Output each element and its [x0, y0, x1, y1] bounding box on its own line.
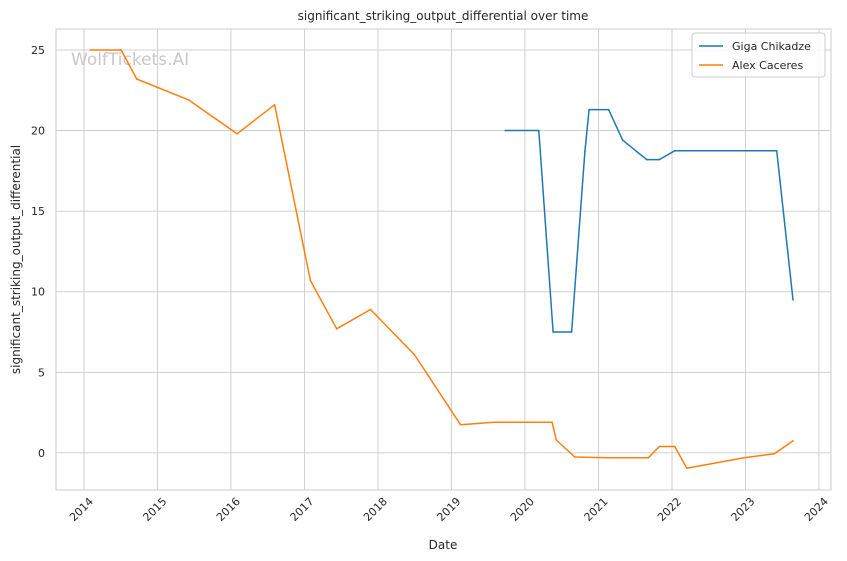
data-point-giga-chikadze [645, 158, 648, 161]
data-point-giga-chikadze [621, 139, 624, 142]
data-point-alex-caceres [120, 49, 123, 51]
data-point-giga-chikadze [504, 129, 506, 132]
data-point-alex-caceres [743, 456, 745, 459]
series-line-giga-chikadze [505, 108, 794, 333]
legend: Giga Chikadze Alex Caceres [691, 32, 826, 78]
data-point-giga-chikadze [584, 150, 586, 153]
x-tick-label: 2016 [214, 495, 243, 524]
data-point-alex-caceres [647, 456, 650, 459]
x-tick-label: 2021 [582, 495, 611, 524]
y-tick-label: 5 [38, 366, 45, 379]
data-point-alex-caceres [273, 103, 276, 106]
data-point-alex-caceres [773, 452, 776, 455]
data-point-giga-chikadze [607, 108, 610, 111]
legend-frame [691, 32, 826, 78]
data-point-alex-caceres [555, 439, 558, 441]
data-point-alex-caceres [187, 99, 190, 101]
data-point-giga-chikadze [674, 149, 676, 152]
y-tick-labels: 0 5 10 15 20 25 [31, 44, 45, 460]
y-tick-label: 20 [31, 125, 45, 138]
data-point-giga-chikadze [588, 108, 590, 111]
data-point-alex-caceres [236, 132, 238, 135]
x-tick-label: 2018 [361, 495, 390, 524]
data-point-giga-chikadze [537, 129, 540, 132]
data-point-alex-caceres [493, 421, 495, 424]
data-point-alex-caceres [135, 78, 138, 80]
data-point-giga-chikadze [570, 331, 573, 333]
x-tick-label: 2023 [728, 495, 757, 524]
x-tick-labels: 2014 2015 2016 2017 2018 2019 2020 2021 2022 2023… [67, 495, 831, 524]
data-point-alex-caceres [674, 445, 676, 448]
series-line-alex-caceres [90, 49, 794, 469]
x-tick-label: 2020 [508, 495, 537, 524]
data-point-alex-caceres [89, 49, 92, 51]
data-point-giga-chikadze [792, 298, 794, 301]
data-point-alex-caceres [309, 279, 312, 282]
plot-frame [55, 28, 832, 491]
data-point-alex-caceres [369, 308, 372, 311]
series-layer [89, 49, 794, 470]
x-tick-label: 2024 [802, 495, 831, 524]
y-tick-label: 0 [38, 447, 45, 460]
x-tick-label: 2022 [655, 495, 684, 524]
data-point-giga-chikadze [552, 331, 554, 333]
y-tick-label: 15 [31, 205, 45, 218]
data-point-alex-caceres [551, 421, 553, 424]
data-point-alex-caceres [606, 456, 609, 459]
x-tick-label: 2014 [67, 495, 96, 524]
grid [56, 29, 831, 490]
y-tick-label: 25 [31, 44, 45, 57]
data-point-alex-caceres [413, 353, 416, 356]
watermark: WolfTickets.AI [71, 50, 189, 70]
y-axis-label: significant_striking_output_differential [9, 145, 23, 374]
data-point-alex-caceres [459, 423, 462, 426]
data-point-giga-chikadze [658, 158, 661, 161]
x-tick-label: 2017 [288, 495, 317, 524]
data-point-alex-caceres [335, 328, 338, 330]
legend-label-alex-caceres: Alex Caceres [732, 59, 803, 72]
data-point-giga-chikadze [775, 149, 778, 152]
data-point-alex-caceres [574, 456, 576, 458]
x-tick-label: 2019 [434, 495, 463, 524]
data-point-alex-caceres [658, 445, 661, 448]
y-tick-label: 10 [31, 286, 45, 299]
x-axis-label: Date [429, 538, 458, 552]
chart-title: significant_striking_output_differential… [298, 9, 589, 23]
data-point-alex-caceres [685, 467, 688, 470]
legend-label-giga-chikadze: Giga Chikadze [732, 40, 811, 53]
x-tick-label: 2015 [140, 495, 169, 524]
data-point-alex-caceres [792, 440, 794, 442]
